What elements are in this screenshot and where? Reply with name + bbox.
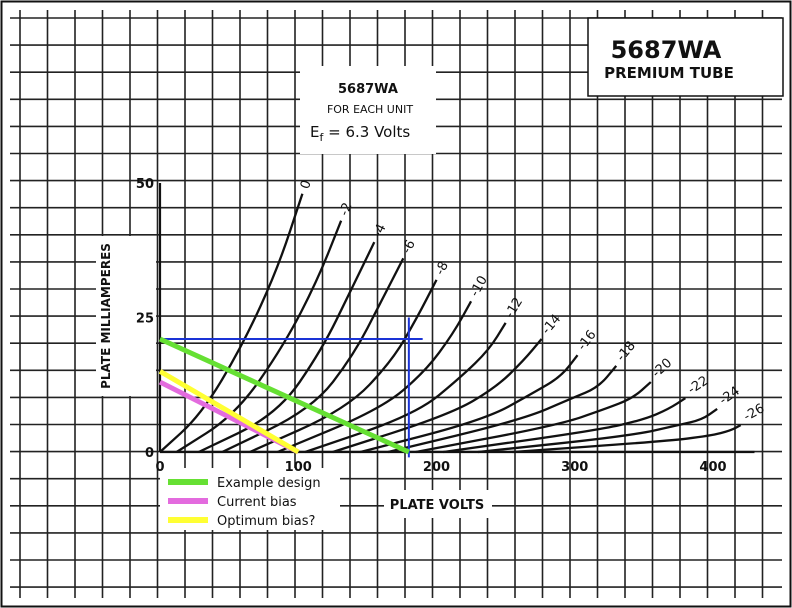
curve-label: -2	[337, 201, 356, 219]
plate-curve	[175, 220, 343, 453]
plate-curve	[277, 300, 473, 454]
header-subtitle: PREMIUM TUBE	[604, 64, 734, 82]
x-tick-label: 300	[561, 460, 588, 475]
legend-label: Current bias	[217, 495, 297, 510]
inset-unit-note: FOR EACH UNIT	[327, 103, 413, 116]
plate-curve	[512, 424, 742, 454]
xlabel-box	[384, 490, 492, 518]
plate-curve	[443, 397, 686, 454]
x-tick-label: 100	[285, 460, 312, 475]
load-line	[158, 369, 300, 455]
curve-label: -6	[400, 238, 419, 256]
inset-tube: 5687WA	[338, 82, 398, 97]
y-tick-label: 50	[136, 177, 154, 192]
load-line	[158, 336, 410, 455]
legend-label: Example design	[217, 476, 321, 491]
header-box	[587, 17, 784, 97]
legend: Example design Current bias Optimum bias?	[168, 476, 321, 529]
plate-curve	[332, 338, 543, 454]
axes	[158, 183, 755, 454]
plate-curve	[159, 193, 304, 453]
inset-box	[300, 66, 436, 154]
plate-curve	[304, 322, 507, 454]
filament-symbol: E	[310, 123, 319, 141]
tick-labels: 0 100 200 300 400 0 25 50	[136, 177, 727, 475]
plate-curve	[198, 241, 376, 454]
x-axis-label: PLATE VOLTS	[390, 498, 484, 513]
curve-label: -8	[433, 259, 452, 277]
load-lines	[158, 336, 410, 455]
legend-label: Optimum bias?	[217, 514, 315, 529]
x-tick-label: 200	[423, 460, 450, 475]
x-tick-label: 0	[155, 460, 164, 475]
filament-subscript: f	[319, 131, 324, 144]
guide-lines	[160, 317, 423, 458]
ylabel-box	[96, 236, 156, 396]
y-tick-label: 25	[136, 312, 154, 327]
plate-curve	[477, 408, 718, 454]
filament-value: = 6.3 Volts	[323, 123, 410, 141]
y-axis-label: PLATE MILLIAMPERES	[99, 243, 113, 389]
x-tick-label: 400	[699, 460, 726, 475]
curve-label: -4	[370, 222, 389, 240]
header-title: 5687WA	[611, 36, 722, 64]
plate-curve	[387, 365, 618, 454]
plate-curve	[221, 257, 405, 454]
inset-filament: Ef = 6.3 Volts	[310, 123, 410, 144]
y-tick-label: 0	[145, 446, 154, 461]
plate-curve	[415, 381, 652, 454]
